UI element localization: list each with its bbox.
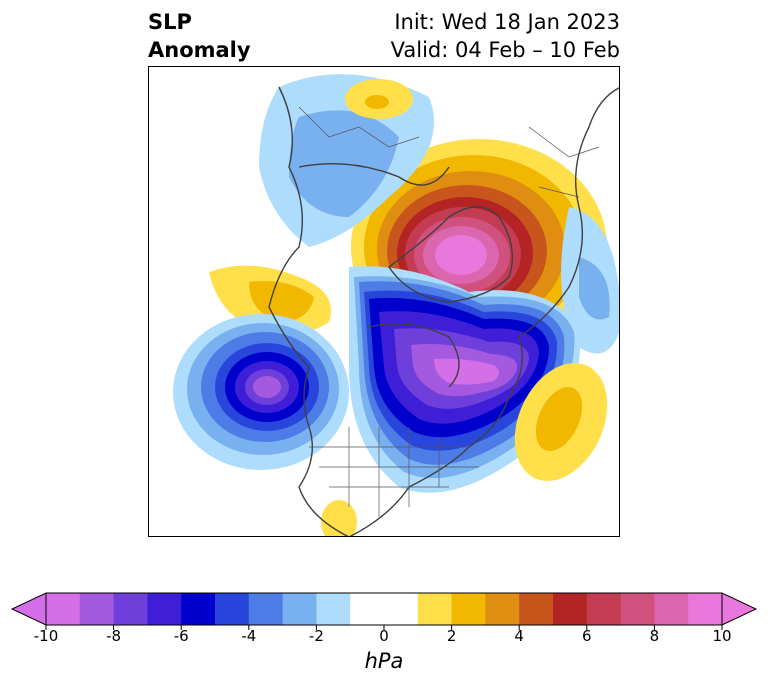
colorbar-bin <box>688 593 723 625</box>
title-line-1: SLP <box>148 10 192 34</box>
colorbar-tick-label: 0 <box>379 627 389 645</box>
colorbar-tick-label: -2 <box>308 627 324 645</box>
colorbar-tick-label: 6 <box>582 627 592 645</box>
colorbar-bin <box>620 593 655 625</box>
colorbar-bin <box>147 593 182 625</box>
colorbar-tick-label: -10 <box>33 627 59 645</box>
colorbar-bin <box>46 593 81 625</box>
colorbar-bin <box>485 593 520 625</box>
colorbar-extend-high <box>721 592 758 626</box>
colorbar-bin <box>417 593 453 625</box>
title-line-2: Anomaly <box>148 38 251 62</box>
colorbar-bin <box>451 593 486 625</box>
colorbar-bin <box>586 593 622 625</box>
colorbar-bin <box>79 593 115 625</box>
colorbar-tick-label: -6 <box>173 627 189 645</box>
run-info: Init: Wed 18 Jan 2023 Valid: 04 Feb – 10… <box>391 8 620 64</box>
colorbar-bin <box>553 593 588 625</box>
colorbar <box>10 592 758 630</box>
anomaly-field <box>173 74 619 536</box>
colorbar-tick-label: 4 <box>514 627 524 645</box>
colorbar-bin <box>215 593 250 625</box>
init-date: Init: Wed 18 Jan 2023 <box>394 10 620 34</box>
colorbar-bin <box>350 593 419 625</box>
positive-anomaly-atlantic <box>514 363 608 481</box>
colorbar-bin <box>519 593 554 625</box>
colorbar-bin <box>282 593 317 625</box>
negative-anomaly-pacific <box>173 314 349 470</box>
positive-anomaly-southwest <box>321 500 357 536</box>
colorbar-tick-label: 8 <box>649 627 660 645</box>
colorbar-tick-label: -4 <box>241 627 257 645</box>
colorbar-tick-label: -8 <box>106 627 122 645</box>
colorbar-extend-low <box>10 592 47 626</box>
colorbar-bin <box>181 593 216 625</box>
colorbar-bin <box>654 593 689 625</box>
valid-range: Valid: 04 Feb – 10 Feb <box>390 38 620 62</box>
map-title: SLP Anomaly <box>148 8 251 64</box>
colorbar-unit: hPa <box>364 649 404 673</box>
colorbar-tick-label: 2 <box>446 627 457 645</box>
colorbar-bin <box>316 593 351 625</box>
positive-anomaly-europe <box>345 79 413 119</box>
colorbar-bin <box>113 593 148 625</box>
colorbar-bin <box>248 593 284 625</box>
anomaly-map <box>148 66 620 537</box>
borders <box>298 106 600 517</box>
colorbar-tick-label: 10 <box>712 627 732 645</box>
